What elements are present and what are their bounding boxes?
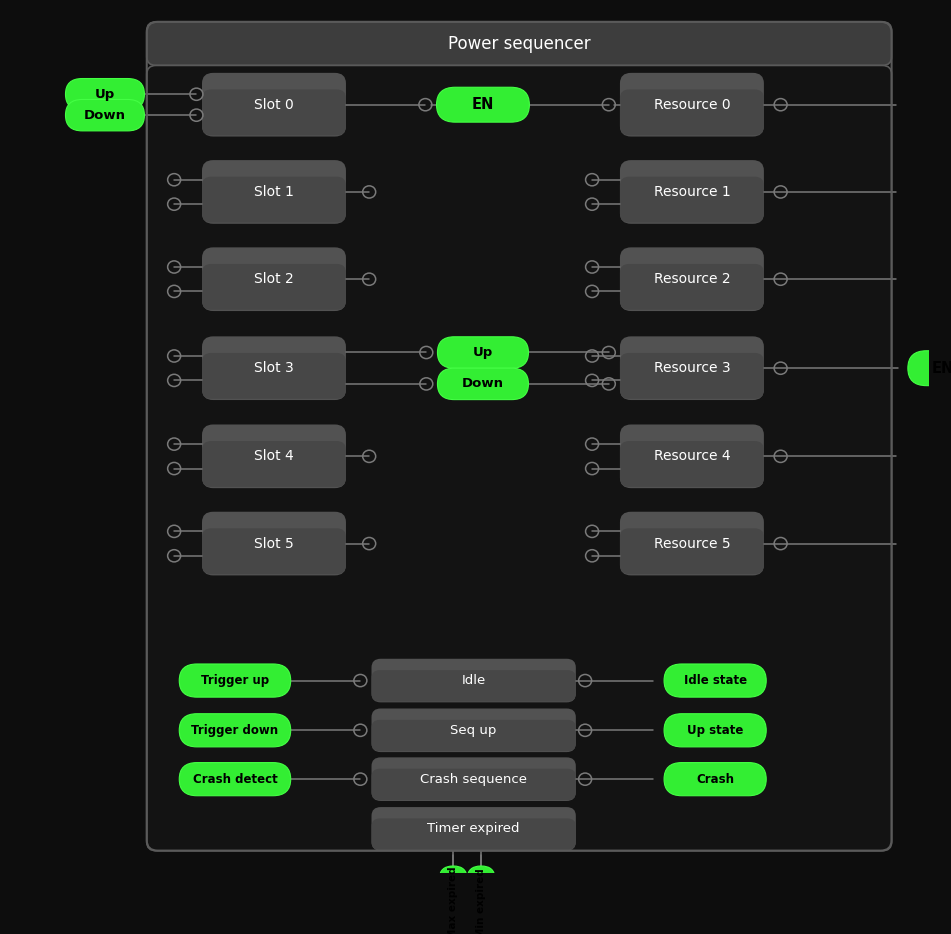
- Text: EN: EN: [931, 361, 951, 375]
- FancyBboxPatch shape: [179, 714, 291, 747]
- Text: Crash detect: Crash detect: [193, 772, 278, 785]
- Text: Power sequencer: Power sequencer: [448, 35, 591, 52]
- FancyBboxPatch shape: [620, 353, 764, 399]
- FancyBboxPatch shape: [908, 351, 951, 386]
- Text: Slot 4: Slot 4: [254, 449, 294, 463]
- Text: EN: EN: [472, 97, 495, 112]
- FancyBboxPatch shape: [202, 177, 346, 222]
- Text: Resource 2: Resource 2: [653, 272, 730, 286]
- Text: Up: Up: [473, 346, 493, 359]
- Text: Min expired: Min expired: [476, 869, 486, 934]
- FancyBboxPatch shape: [202, 529, 346, 574]
- Text: Resource 1: Resource 1: [653, 185, 730, 199]
- Text: Down: Down: [462, 377, 504, 390]
- Text: Seq up: Seq up: [451, 724, 496, 737]
- FancyBboxPatch shape: [372, 658, 575, 702]
- Text: Crash: Crash: [696, 772, 734, 785]
- FancyBboxPatch shape: [620, 248, 764, 311]
- FancyBboxPatch shape: [66, 78, 145, 110]
- FancyBboxPatch shape: [146, 65, 892, 851]
- FancyBboxPatch shape: [372, 670, 575, 701]
- Text: Idle state: Idle state: [684, 674, 747, 687]
- FancyBboxPatch shape: [620, 529, 764, 574]
- Text: Crash sequence: Crash sequence: [420, 772, 527, 785]
- FancyBboxPatch shape: [202, 248, 346, 311]
- Text: Slot 5: Slot 5: [254, 536, 294, 550]
- FancyBboxPatch shape: [179, 664, 291, 697]
- FancyBboxPatch shape: [620, 336, 764, 400]
- Text: Timer expired: Timer expired: [427, 823, 520, 835]
- FancyBboxPatch shape: [620, 441, 764, 487]
- FancyBboxPatch shape: [372, 709, 575, 752]
- Text: Slot 3: Slot 3: [254, 361, 294, 375]
- FancyBboxPatch shape: [202, 512, 346, 575]
- Text: Resource 0: Resource 0: [653, 98, 730, 112]
- FancyBboxPatch shape: [202, 160, 346, 224]
- FancyBboxPatch shape: [620, 73, 764, 136]
- Text: Resource 4: Resource 4: [653, 449, 730, 463]
- FancyBboxPatch shape: [372, 807, 575, 851]
- FancyBboxPatch shape: [66, 99, 145, 131]
- FancyBboxPatch shape: [202, 424, 346, 488]
- FancyBboxPatch shape: [146, 21, 892, 65]
- Text: Resource 3: Resource 3: [653, 361, 730, 375]
- FancyBboxPatch shape: [664, 714, 767, 747]
- FancyBboxPatch shape: [372, 757, 575, 801]
- FancyBboxPatch shape: [664, 664, 767, 697]
- Text: Max expired: Max expired: [448, 867, 458, 934]
- FancyBboxPatch shape: [202, 90, 346, 135]
- FancyBboxPatch shape: [467, 866, 495, 934]
- FancyBboxPatch shape: [437, 337, 529, 368]
- Text: Slot 2: Slot 2: [254, 272, 294, 286]
- FancyBboxPatch shape: [372, 720, 575, 751]
- Text: Resource 5: Resource 5: [653, 536, 730, 550]
- FancyBboxPatch shape: [620, 90, 764, 135]
- Text: Up: Up: [95, 88, 115, 101]
- FancyBboxPatch shape: [202, 441, 346, 487]
- FancyBboxPatch shape: [439, 866, 467, 934]
- Text: Up state: Up state: [687, 724, 744, 737]
- Text: Slot 0: Slot 0: [254, 98, 294, 112]
- Text: Trigger up: Trigger up: [201, 674, 269, 687]
- FancyBboxPatch shape: [620, 160, 764, 224]
- FancyBboxPatch shape: [620, 264, 764, 310]
- FancyBboxPatch shape: [202, 336, 346, 400]
- FancyBboxPatch shape: [620, 512, 764, 575]
- FancyBboxPatch shape: [437, 368, 529, 400]
- Text: Trigger down: Trigger down: [191, 724, 279, 737]
- Text: Slot 1: Slot 1: [254, 185, 294, 199]
- FancyBboxPatch shape: [437, 87, 530, 122]
- FancyBboxPatch shape: [202, 353, 346, 399]
- FancyBboxPatch shape: [620, 424, 764, 488]
- FancyBboxPatch shape: [664, 762, 767, 796]
- FancyBboxPatch shape: [620, 177, 764, 222]
- FancyBboxPatch shape: [372, 769, 575, 800]
- FancyBboxPatch shape: [372, 818, 575, 850]
- Text: Idle: Idle: [461, 674, 486, 687]
- FancyBboxPatch shape: [202, 73, 346, 136]
- FancyBboxPatch shape: [179, 762, 291, 796]
- FancyBboxPatch shape: [202, 264, 346, 310]
- Text: Down: Down: [84, 108, 126, 121]
